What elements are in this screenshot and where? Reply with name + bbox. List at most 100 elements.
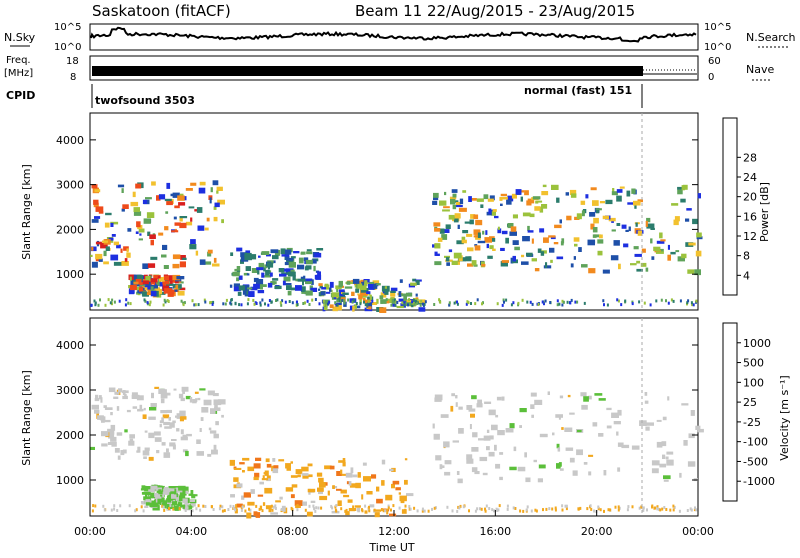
data-cell bbox=[588, 268, 596, 274]
data-cell bbox=[482, 230, 485, 235]
data-cell bbox=[608, 217, 616, 222]
data-cell bbox=[290, 269, 295, 273]
noise-cell bbox=[606, 303, 609, 307]
data-cell bbox=[137, 446, 141, 453]
data-cell bbox=[178, 393, 184, 399]
data-cell bbox=[177, 290, 185, 296]
data-cell bbox=[334, 305, 342, 311]
data-cell bbox=[316, 472, 323, 477]
noise-cell bbox=[478, 507, 481, 511]
noise-cell bbox=[102, 504, 105, 508]
data-cell bbox=[172, 263, 180, 269]
noise-cell bbox=[359, 302, 362, 306]
data-cell bbox=[442, 209, 450, 212]
data-cell bbox=[141, 492, 150, 495]
noise-cell bbox=[314, 298, 317, 301]
noise-cell bbox=[517, 301, 520, 305]
data-cell bbox=[167, 275, 175, 281]
data-cell bbox=[107, 428, 115, 435]
data-cell bbox=[495, 414, 499, 418]
data-cell bbox=[143, 287, 148, 290]
data-cell bbox=[154, 496, 162, 500]
data-cell bbox=[576, 449, 583, 456]
noise-cell bbox=[352, 505, 355, 509]
noise-cell bbox=[366, 303, 369, 307]
noise-cell bbox=[113, 504, 116, 508]
data-cell bbox=[239, 462, 245, 465]
data-cell bbox=[147, 263, 156, 268]
data-cell bbox=[616, 195, 622, 202]
data-cell bbox=[688, 433, 695, 439]
data-cell bbox=[473, 214, 479, 220]
data-cell bbox=[293, 251, 300, 254]
data-cell bbox=[324, 284, 330, 290]
data-cell bbox=[531, 238, 534, 244]
data-cell bbox=[415, 280, 420, 285]
data-cell bbox=[456, 260, 460, 265]
data-cell bbox=[392, 480, 400, 485]
data-cell bbox=[91, 404, 99, 410]
data-cell bbox=[318, 477, 324, 483]
noise-cell bbox=[259, 301, 262, 305]
data-cell bbox=[391, 298, 396, 305]
data-cell bbox=[524, 190, 529, 196]
noise-cell bbox=[530, 509, 533, 513]
noise-cell bbox=[191, 509, 194, 513]
data-cell bbox=[443, 206, 450, 209]
freq-band bbox=[92, 66, 643, 76]
noise-cell bbox=[317, 506, 320, 510]
data-cell bbox=[306, 511, 313, 517]
data-cell bbox=[154, 287, 160, 292]
data-cell bbox=[464, 221, 473, 224]
data-cell bbox=[91, 246, 94, 251]
data-cell bbox=[151, 500, 156, 503]
data-cell bbox=[301, 286, 306, 292]
noise-cell bbox=[140, 505, 143, 509]
data-cell bbox=[272, 458, 276, 462]
noise-cell bbox=[670, 298, 673, 302]
data-cell bbox=[581, 404, 588, 410]
data-cell bbox=[182, 257, 187, 260]
data-cell bbox=[172, 444, 176, 450]
data-cell bbox=[144, 505, 149, 508]
noise-cell bbox=[341, 298, 344, 302]
data-cell bbox=[290, 287, 296, 291]
noise-cell bbox=[275, 299, 277, 302]
data-cell bbox=[441, 234, 448, 240]
data-cell bbox=[133, 281, 139, 285]
data-cell bbox=[143, 407, 146, 411]
data-cell bbox=[93, 202, 99, 208]
data-cell bbox=[257, 270, 260, 275]
data-cell bbox=[246, 273, 250, 276]
data-cell bbox=[578, 247, 582, 252]
data-cell bbox=[179, 261, 186, 268]
data-cell bbox=[174, 505, 179, 511]
data-cell bbox=[292, 275, 296, 281]
noise-cell bbox=[404, 504, 407, 508]
data-cell bbox=[213, 257, 217, 263]
noise-cell bbox=[470, 302, 472, 305]
data-cell bbox=[581, 264, 588, 268]
noise-cell bbox=[448, 301, 451, 305]
noise-cell bbox=[603, 303, 605, 307]
data-cell bbox=[118, 388, 123, 393]
noise-cell bbox=[565, 507, 568, 511]
data-cell bbox=[156, 503, 159, 507]
data-cell bbox=[677, 256, 685, 262]
nsky-panel bbox=[89, 23, 699, 51]
data-cell bbox=[661, 441, 667, 447]
data-cell bbox=[107, 442, 115, 445]
noise-cell bbox=[91, 509, 94, 513]
data-cell bbox=[134, 283, 143, 287]
data-cell bbox=[465, 256, 472, 262]
data-cell bbox=[294, 500, 303, 506]
data-cell bbox=[462, 230, 469, 234]
data-cell bbox=[150, 403, 157, 408]
noise-cell bbox=[270, 300, 273, 304]
noise-cell bbox=[361, 509, 364, 513]
data-cell bbox=[105, 246, 110, 251]
data-cell bbox=[179, 490, 187, 496]
data-cell bbox=[150, 256, 158, 260]
data-cell bbox=[687, 269, 695, 274]
data-cell bbox=[265, 458, 270, 463]
